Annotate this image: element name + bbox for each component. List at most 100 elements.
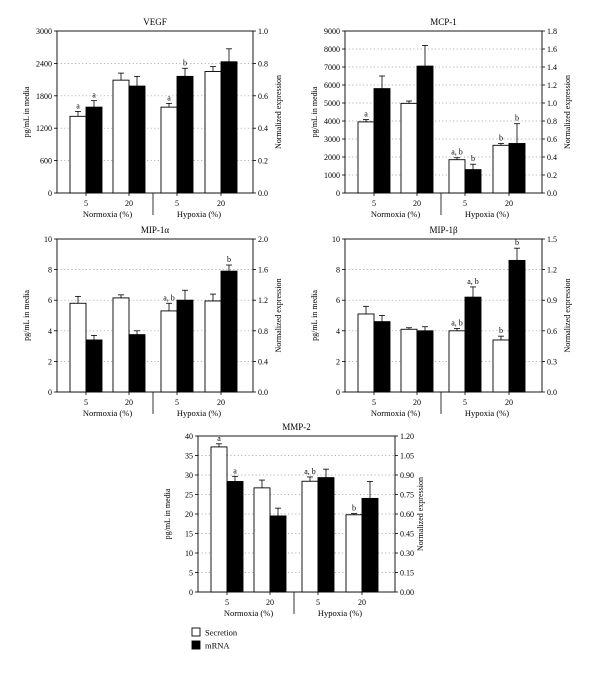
y2-tick-label: 0.4 [258,124,268,133]
significance-label: a, b [304,467,316,476]
x-tick-label: 5 [84,398,88,407]
y-axis-label: pg/mL in media [310,290,319,341]
y-axis-label: pg/mL in media [22,86,31,137]
significance-label: a, b [451,319,463,328]
y2-tick-label: 1.0 [258,27,268,36]
y-tick-label: 40 [185,432,193,441]
y-tick-label: 0 [336,388,340,397]
bar [128,334,146,393]
bar [176,75,194,194]
y2-tick-label: 0.8 [547,117,557,126]
y2-tick-label: 0.3 [547,357,557,366]
bar [204,300,222,393]
bar [85,339,103,393]
bar [69,115,87,194]
plot-frame [56,238,254,393]
y-tick-label: 0 [189,588,193,597]
y-tick-label: 3000 [36,27,52,36]
y-tick-label: 8000 [324,45,340,54]
y-tick-label: 600 [40,157,52,166]
y-tick-label: 2 [336,357,340,366]
significance-label: b [499,326,503,335]
legend-label: Secretion [205,628,238,638]
y-tick-label: 1800 [36,92,52,101]
y-tick-label: 2000 [324,153,340,162]
y-tick-label: 1200 [36,124,52,133]
x-tick-label: 20 [217,398,225,407]
significance-label: b [183,58,187,67]
significance-label: b [471,154,475,163]
chart-title: MIP-1β [429,225,458,235]
y-tick-label: 7000 [324,63,340,72]
x-tick-label: 20 [125,199,133,208]
y2-tick-label: 0.8 [258,59,268,68]
significance-label: a, b [163,293,175,302]
bar [400,328,418,393]
y2-tick-label: 1.4 [547,63,557,72]
plot-frame [344,238,543,393]
y2-tick-label: 1.8 [547,27,557,36]
bar [220,61,238,194]
bar [176,299,194,393]
x-tick-label: 20 [266,598,274,607]
chart-title: VEGF [143,17,167,27]
y-tick-label: 0 [48,388,52,397]
y2-tick-label: 0.4 [547,153,557,162]
bar [112,79,130,194]
y2-tick-label: 0.8 [258,327,268,336]
y2-tick-label: 2.0 [258,235,268,244]
significance-label: a, b [467,277,479,286]
chart-title: MCP-1 [430,17,457,27]
x-tick-label: 5 [84,199,88,208]
y2-tick-label: 0.0 [547,388,557,397]
chart-title: MMP-2 [282,422,311,432]
y2-axis-label: Normalized expression [274,75,283,149]
bar [448,159,466,194]
significance-label: a [167,93,171,102]
bar [345,514,363,593]
y2-tick-label: 0.30 [400,549,414,558]
y2-tick-label: 0.60 [400,510,414,519]
legend: Secretion mRNA [191,628,238,651]
x-tick-label: 5 [316,598,320,607]
y2-tick-label: 1.0 [547,99,557,108]
group-label: Hypoxia (%) [465,209,509,219]
bar [269,515,287,593]
significance-label: b [227,255,231,264]
plot-frame [56,30,254,194]
bar [112,297,130,393]
significance-label: a, b [451,148,463,157]
y2-tick-label: 0.75 [400,491,414,500]
y-tick-label: 15 [185,530,193,539]
y2-tick-label: 1.2 [258,296,268,305]
bar [464,169,482,194]
bar [448,330,466,393]
bar [253,487,271,593]
chart-panel: MCP-1 0 1000 2000 3000 4000 5000 6000 7000 8000 90… [310,17,572,219]
y2-tick-label: 0.00 [400,588,414,597]
bar [508,259,526,393]
x-tick-label: 20 [358,598,366,607]
y2-tick-label: 0.2 [547,171,557,180]
bar [226,481,244,593]
bar [464,296,482,393]
bar [160,106,178,194]
x-tick-label: 5 [175,398,179,407]
plot-frame [344,30,543,194]
y-tick-label: 10 [185,549,193,558]
x-tick-label: 5 [372,199,376,208]
y-tick-label: 35 [185,452,193,461]
y2-tick-label: 0.4 [258,357,268,366]
bar [400,102,418,194]
significance-label: a [217,434,221,443]
y2-tick-label: 0.90 [400,471,414,480]
y2-axis-label: Normalized expression [563,279,572,353]
bar [508,143,526,194]
y2-tick-label: 1.6 [547,45,557,54]
bar [373,88,391,194]
y2-tick-label: 0.6 [258,92,268,101]
significance-label: b [515,114,519,123]
y-tick-label: 30 [185,471,193,480]
x-tick-label: 5 [372,398,376,407]
